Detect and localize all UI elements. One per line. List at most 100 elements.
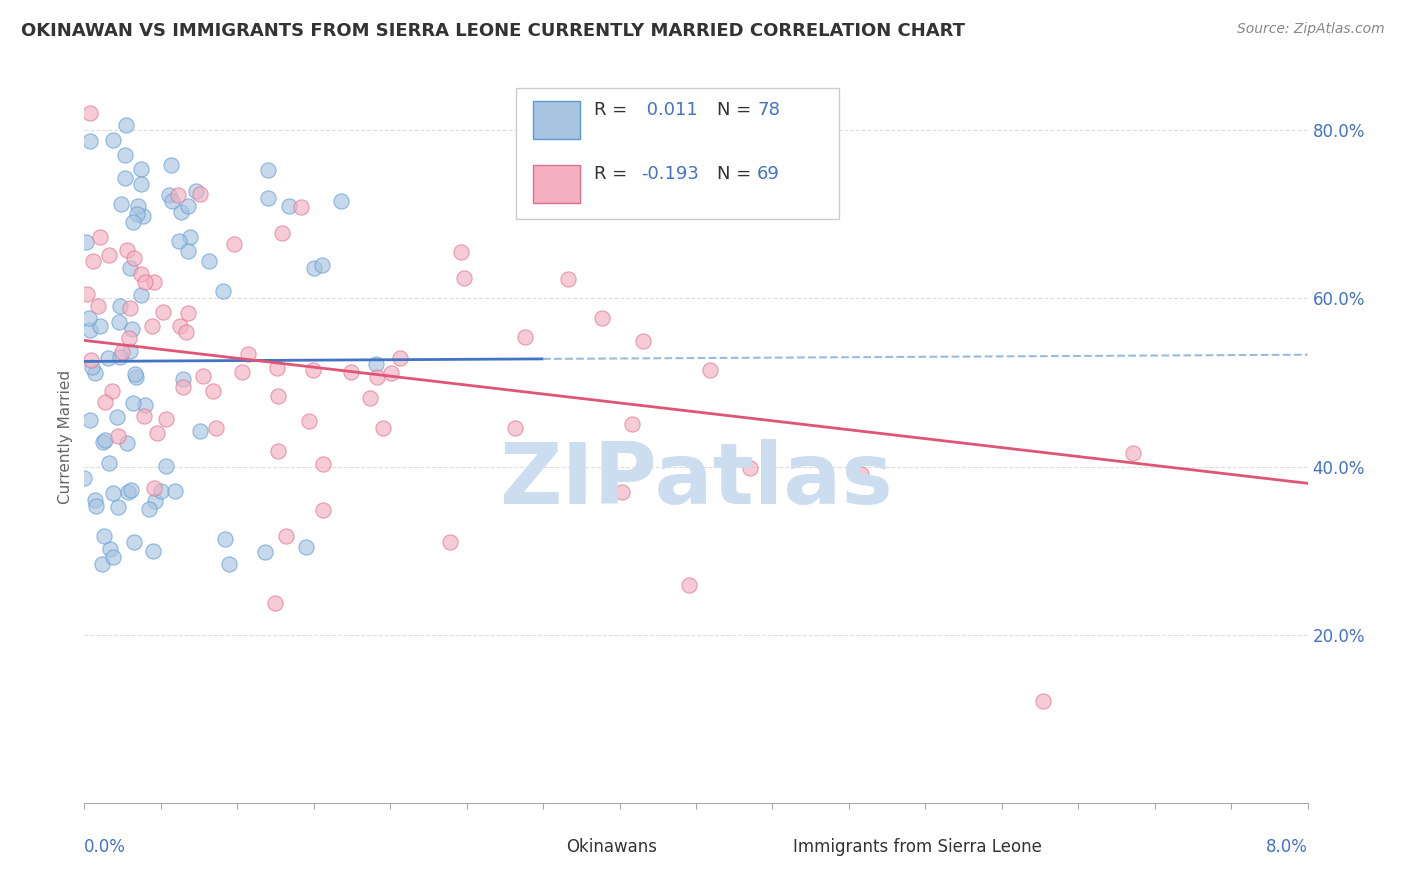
Point <box>186 184 208 198</box>
Point <box>212 285 235 299</box>
Point <box>141 318 163 333</box>
Point <box>143 493 166 508</box>
Point <box>177 244 200 258</box>
Text: Immigrants from Sierra Leone: Immigrants from Sierra Leone <box>793 838 1042 855</box>
Point <box>503 420 526 434</box>
Point <box>179 229 201 244</box>
Point <box>98 541 121 556</box>
Point <box>157 187 180 202</box>
Point <box>340 365 363 379</box>
Point <box>271 226 294 240</box>
Point <box>278 199 301 213</box>
Point <box>174 325 197 339</box>
Point <box>222 237 245 252</box>
Point <box>329 194 352 208</box>
Point <box>366 357 388 371</box>
Point <box>73 471 96 485</box>
Point <box>129 162 152 177</box>
Point <box>155 412 177 426</box>
Point <box>120 301 142 315</box>
Point <box>515 329 537 343</box>
Point <box>146 425 169 440</box>
Text: N =: N = <box>717 101 756 120</box>
Point <box>138 502 160 516</box>
Point <box>366 370 388 384</box>
Point <box>359 391 381 405</box>
Point <box>115 244 138 258</box>
Point <box>118 331 141 345</box>
Point <box>172 379 194 393</box>
Point <box>201 384 224 398</box>
Text: -0.193: -0.193 <box>641 165 699 183</box>
Text: 8.0%: 8.0% <box>1265 838 1308 855</box>
Point <box>167 234 190 248</box>
Point <box>851 467 873 481</box>
Point <box>80 359 103 374</box>
Point <box>79 413 101 427</box>
Point <box>257 162 280 177</box>
Point <box>110 197 132 211</box>
Point <box>132 209 155 223</box>
Point <box>115 436 138 450</box>
Point <box>453 270 475 285</box>
Point <box>439 534 461 549</box>
Point <box>633 334 655 348</box>
Point <box>142 482 165 496</box>
Point <box>79 134 101 148</box>
Point <box>591 311 613 326</box>
FancyBboxPatch shape <box>533 165 579 203</box>
Point <box>267 389 290 403</box>
Point <box>105 409 128 424</box>
Point <box>290 201 312 215</box>
Point <box>75 235 97 249</box>
Point <box>176 305 198 319</box>
Point <box>302 261 325 276</box>
Point <box>142 275 165 289</box>
Point <box>204 421 226 435</box>
Point <box>117 485 139 500</box>
Point <box>218 557 240 571</box>
Point <box>94 395 117 409</box>
Point <box>101 384 124 399</box>
Text: ZIPatlas: ZIPatlas <box>499 440 893 523</box>
Point <box>198 254 221 268</box>
Point <box>111 345 134 359</box>
Point <box>87 300 110 314</box>
Point <box>311 259 333 273</box>
Point <box>302 363 325 377</box>
FancyBboxPatch shape <box>516 88 839 219</box>
Point <box>127 207 149 221</box>
FancyBboxPatch shape <box>533 102 579 139</box>
Point <box>150 483 173 498</box>
Text: 0.011: 0.011 <box>641 101 697 120</box>
Point <box>167 188 190 202</box>
Point <box>122 535 145 549</box>
Point <box>274 529 297 543</box>
Point <box>122 396 145 410</box>
Point <box>108 300 131 314</box>
Point <box>124 367 146 381</box>
FancyBboxPatch shape <box>524 833 560 862</box>
Point <box>298 414 321 428</box>
Point <box>1122 446 1144 460</box>
Point <box>89 318 111 333</box>
Point <box>267 444 290 458</box>
Point <box>312 457 335 471</box>
Point <box>79 106 101 120</box>
Point <box>91 434 114 449</box>
Point <box>134 398 156 412</box>
Point <box>114 147 136 161</box>
Point <box>678 578 700 592</box>
Point <box>738 460 761 475</box>
Point <box>101 549 124 564</box>
Point <box>107 500 129 515</box>
Point <box>389 351 412 365</box>
Point <box>160 157 183 171</box>
Point <box>127 199 149 213</box>
Point <box>107 428 129 442</box>
Point <box>264 596 287 610</box>
Point <box>129 288 152 302</box>
Point <box>231 365 253 379</box>
Point <box>89 229 111 244</box>
Point <box>101 133 124 147</box>
